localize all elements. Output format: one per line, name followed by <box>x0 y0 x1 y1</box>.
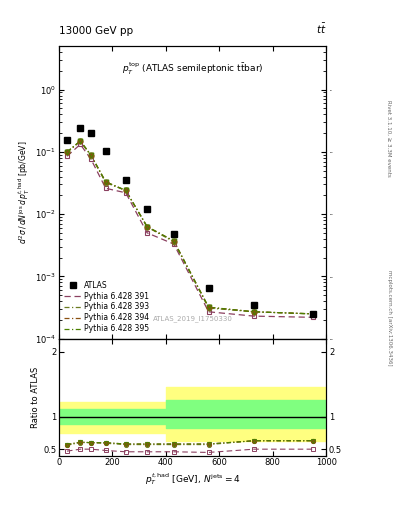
Line: Pythia 6.428 395: Pythia 6.428 395 <box>67 141 313 314</box>
Pythia 6.428 393 <box>123 187 128 194</box>
Text: $p_T^{\mathrm{top}}$ (ATLAS semileptonic t$\bar{\mathrm{t}}$bar): $p_T^{\mathrm{top}}$ (ATLAS semileptonic… <box>122 61 263 77</box>
Pythia 6.428 393 <box>145 224 149 230</box>
Pythia 6.428 393 <box>206 305 211 311</box>
ATLAS <box>123 177 128 183</box>
Pythia 6.428 393 <box>64 150 69 156</box>
Text: ATLAS_2019_I1750330: ATLAS_2019_I1750330 <box>152 315 233 322</box>
Pythia 6.428 393 <box>310 311 315 317</box>
Text: $t\bar{t}$: $t\bar{t}$ <box>316 22 326 36</box>
Pythia 6.428 395 <box>310 311 315 317</box>
Pythia 6.428 394 <box>123 187 128 194</box>
Pythia 6.428 394 <box>103 179 108 185</box>
Pythia 6.428 393 <box>252 309 256 315</box>
Pythia 6.428 394 <box>78 138 83 144</box>
Pythia 6.428 393 <box>103 180 108 186</box>
Pythia 6.428 395 <box>206 304 211 310</box>
Line: ATLAS: ATLAS <box>64 125 316 317</box>
Pythia 6.428 391 <box>252 313 256 319</box>
Pythia 6.428 395 <box>145 224 149 230</box>
Pythia 6.428 393 <box>89 153 94 159</box>
Pythia 6.428 395 <box>252 309 256 315</box>
ATLAS <box>64 137 69 143</box>
Pythia 6.428 395 <box>103 179 108 185</box>
Line: Pythia 6.428 393: Pythia 6.428 393 <box>67 141 313 314</box>
Pythia 6.428 391 <box>171 241 176 247</box>
X-axis label: $p_T^{t,\mathrm{had}}$ [GeV], $N^{\mathrm{jets}} = 4$: $p_T^{t,\mathrm{had}}$ [GeV], $N^{\mathr… <box>145 472 240 487</box>
Text: 13000 GeV pp: 13000 GeV pp <box>59 26 133 36</box>
Pythia 6.428 393 <box>171 239 176 245</box>
Pythia 6.428 394 <box>171 238 176 244</box>
Pythia 6.428 395 <box>171 238 176 244</box>
ATLAS <box>252 302 256 308</box>
Pythia 6.428 393 <box>78 138 83 144</box>
Line: Pythia 6.428 391: Pythia 6.428 391 <box>67 144 313 317</box>
Pythia 6.428 391 <box>89 156 94 162</box>
Y-axis label: Ratio to ATLAS: Ratio to ATLAS <box>31 367 40 428</box>
ATLAS <box>89 130 94 136</box>
Legend: ATLAS, Pythia 6.428 391, Pythia 6.428 393, Pythia 6.428 394, Pythia 6.428 395: ATLAS, Pythia 6.428 391, Pythia 6.428 39… <box>63 279 151 335</box>
Text: Rivet 3.1.10, ≥ 3.3M events: Rivet 3.1.10, ≥ 3.3M events <box>387 100 391 177</box>
ATLAS <box>206 285 211 291</box>
Pythia 6.428 394 <box>64 149 69 155</box>
Pythia 6.428 391 <box>310 314 315 321</box>
ATLAS <box>171 231 176 237</box>
Pythia 6.428 391 <box>123 190 128 196</box>
Pythia 6.428 395 <box>123 187 128 194</box>
Pythia 6.428 394 <box>310 311 315 317</box>
Pythia 6.428 394 <box>89 152 94 158</box>
Pythia 6.428 394 <box>206 304 211 310</box>
Y-axis label: $d^2\sigma\,/\,dN^{\mathrm{jos}}\,d\,p_T^{t,\mathrm{had}}$ [pb/GeV]: $d^2\sigma\,/\,dN^{\mathrm{jos}}\,d\,p_T… <box>17 141 32 244</box>
Pythia 6.428 391 <box>103 185 108 191</box>
Pythia 6.428 394 <box>145 224 149 230</box>
Pythia 6.428 391 <box>78 141 83 147</box>
ATLAS <box>145 206 149 212</box>
Pythia 6.428 391 <box>206 309 211 315</box>
Pythia 6.428 395 <box>89 152 94 158</box>
Pythia 6.428 395 <box>78 138 83 144</box>
Line: Pythia 6.428 394: Pythia 6.428 394 <box>67 141 313 314</box>
Pythia 6.428 395 <box>64 149 69 155</box>
ATLAS <box>310 311 315 317</box>
ATLAS <box>103 147 108 154</box>
Pythia 6.428 391 <box>64 153 69 159</box>
Text: mcplots.cern.ch [arXiv:1306.3436]: mcplots.cern.ch [arXiv:1306.3436] <box>387 270 391 365</box>
Pythia 6.428 391 <box>145 230 149 236</box>
Pythia 6.428 394 <box>252 309 256 315</box>
ATLAS <box>78 125 83 131</box>
